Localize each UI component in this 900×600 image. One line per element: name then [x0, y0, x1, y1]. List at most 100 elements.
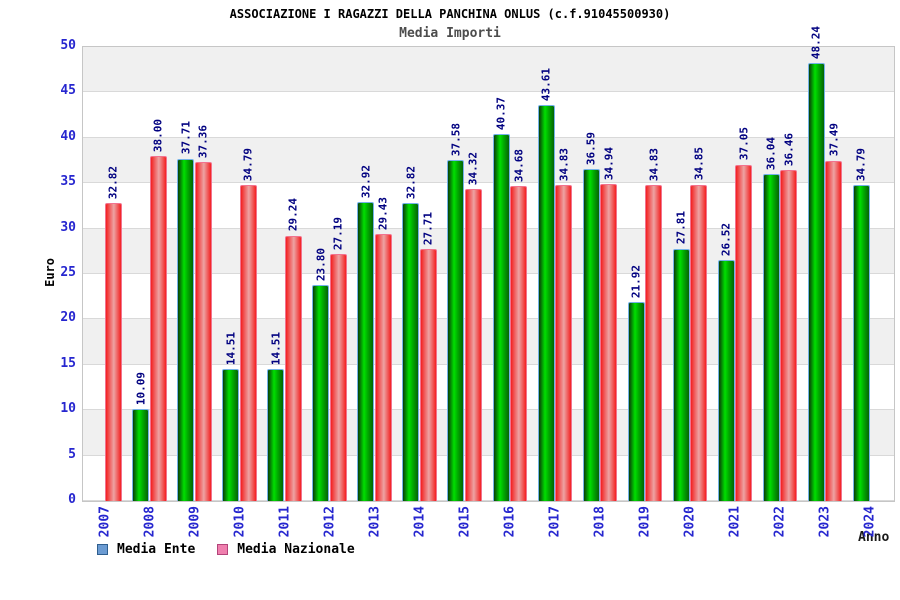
bar-value-label: 34.79	[854, 147, 868, 182]
bar-media-nazionale-2010	[239, 185, 257, 501]
y-tick-label: 30	[60, 219, 76, 235]
x-tick-label-2011: 2011	[277, 506, 293, 538]
bar-media-ente-2009	[177, 158, 195, 501]
grid-band	[83, 92, 894, 138]
bar-media-ente-2022	[762, 173, 780, 501]
legend-item-media-nazionale: Media Nazionale	[217, 542, 355, 557]
x-tick-label-2018: 2018	[592, 506, 608, 538]
x-tick-label-2015: 2015	[457, 506, 473, 538]
y-tick-label: 40	[60, 128, 76, 144]
grid-band	[83, 228, 894, 274]
grid-band	[83, 319, 894, 365]
bar-media-ente-2018	[582, 168, 600, 501]
x-tick-label-2010: 2010	[232, 506, 248, 538]
grid-band	[83, 137, 894, 184]
x-tick-label-2008: 2008	[142, 506, 158, 538]
y-tick-label: 35	[60, 174, 76, 190]
bar-value-label: 36.59	[584, 131, 598, 165]
bar-media-nazionale-2023	[825, 160, 843, 501]
bar-media-nazionale-2020	[690, 184, 708, 501]
bar-value-label: 34.94	[602, 146, 616, 180]
grid-band	[83, 47, 894, 93]
bar-media-ente-2019	[627, 301, 645, 501]
x-tick-label-2024: 2024	[862, 506, 878, 538]
bar-media-nazionale-2014	[419, 249, 437, 501]
bar-media-ente-2020	[672, 248, 690, 501]
bar-media-ente-2011	[267, 369, 285, 501]
bar-media-ente-2017	[537, 105, 555, 501]
x-tick-label-2016: 2016	[502, 506, 518, 538]
x-tick-label-2020: 2020	[682, 506, 698, 538]
x-tick-label-2012: 2012	[322, 506, 338, 538]
bar-value-label: 34.85	[692, 147, 706, 181]
bar-media-ente-2008	[132, 409, 150, 501]
bar-media-ente-2012	[312, 284, 330, 501]
x-tick-label-2017: 2017	[547, 506, 563, 538]
bar-value-label: 40.37	[494, 97, 508, 131]
bar-value-label: 34.83	[647, 147, 661, 181]
bar-value-label: 37.36	[196, 124, 210, 158]
legend-label: Media Nazionale	[237, 542, 355, 557]
legend-swatch-icon	[97, 544, 108, 555]
x-tick-label-2009: 2009	[187, 506, 203, 538]
bar-media-nazionale-2011	[284, 235, 302, 501]
bar-value-label: 14.51	[269, 332, 283, 366]
y-tick-label: 10	[60, 401, 76, 417]
bar-value-label: 34.68	[512, 148, 525, 183]
bar-value-label: 43.61	[539, 67, 553, 102]
y-tick-label: 25	[60, 265, 76, 280]
bar-value-label: 23.80	[314, 247, 328, 281]
bar-value-label: 34.79	[241, 147, 255, 182]
bar-media-nazionale-2015	[464, 189, 482, 501]
bar-media-nazionale-2013	[374, 233, 392, 501]
x-tick-label-2022: 2022	[772, 506, 788, 538]
y-tick-label: 15	[60, 355, 76, 371]
bar-value-label: 10.09	[134, 372, 148, 406]
bar-value-label: 32.92	[359, 164, 373, 199]
bar-media-ente-2024	[852, 185, 870, 501]
bar-value-label: 37.58	[449, 122, 463, 156]
bar-media-nazionale-2009	[194, 161, 212, 501]
bar-media-nazionale-2017	[555, 184, 573, 501]
bar-value-label: 36.46	[782, 132, 796, 166]
y-tick-label: 5	[68, 446, 76, 462]
legend-label: Media Ente	[117, 542, 196, 557]
grid-band	[83, 364, 894, 411]
bar-value-label: 32.82	[404, 165, 418, 199]
bar-media-nazionale-2016	[510, 186, 527, 501]
bar-value-label: 26.52	[719, 223, 733, 257]
x-tick-label-2023: 2023	[817, 506, 833, 538]
y-tick-label: 20	[60, 310, 76, 326]
bar-value-label: 21.92	[629, 264, 643, 298]
x-tick-label-2007: 2007	[97, 506, 113, 538]
bar-value-label: 36.04	[764, 136, 778, 170]
plot-area: 32.82 10.09 38.00 37.71 37.36 14.51 34.79 14.51…	[82, 26, 895, 502]
bar-media-nazionale-2019	[645, 184, 663, 501]
y-tick-label: 0	[68, 492, 76, 507]
bar-value-label: 29.24	[286, 198, 300, 232]
y-tick-label: 50	[60, 38, 76, 53]
bar-media-nazionale-2018	[600, 183, 618, 501]
x-tick-label-2013: 2013	[367, 506, 383, 538]
x-tick-label-2019: 2019	[637, 506, 653, 538]
x-axis-label: Anno	[858, 530, 890, 545]
grid-band	[83, 410, 894, 456]
bar-value-label: 48.24	[809, 25, 823, 59]
x-tick-label-2014: 2014	[412, 506, 428, 538]
bar-value-label: 29.43	[376, 196, 390, 230]
legend-item-media-ente: Media Ente	[97, 542, 195, 557]
bar-value-label: 37.49	[827, 123, 841, 157]
bar-media-ente-2016	[492, 134, 510, 501]
bar-value-label: 34.83	[557, 147, 571, 181]
bar-media-nazionale-2008	[149, 155, 167, 501]
bar-media-ente-2023	[807, 62, 825, 501]
bar-value-label: 34.32	[466, 152, 480, 186]
y-tick-label: 45	[60, 83, 76, 99]
chart-subtitle: Media Importi	[399, 26, 501, 41]
bar-value-label: 32.82	[106, 165, 120, 199]
bar-media-nazionale-2007	[104, 203, 122, 501]
chart-legend: Media Ente Media Nazionale	[97, 542, 369, 557]
bar-media-ente-2021	[717, 260, 735, 501]
legend-swatch-icon	[217, 544, 229, 555]
